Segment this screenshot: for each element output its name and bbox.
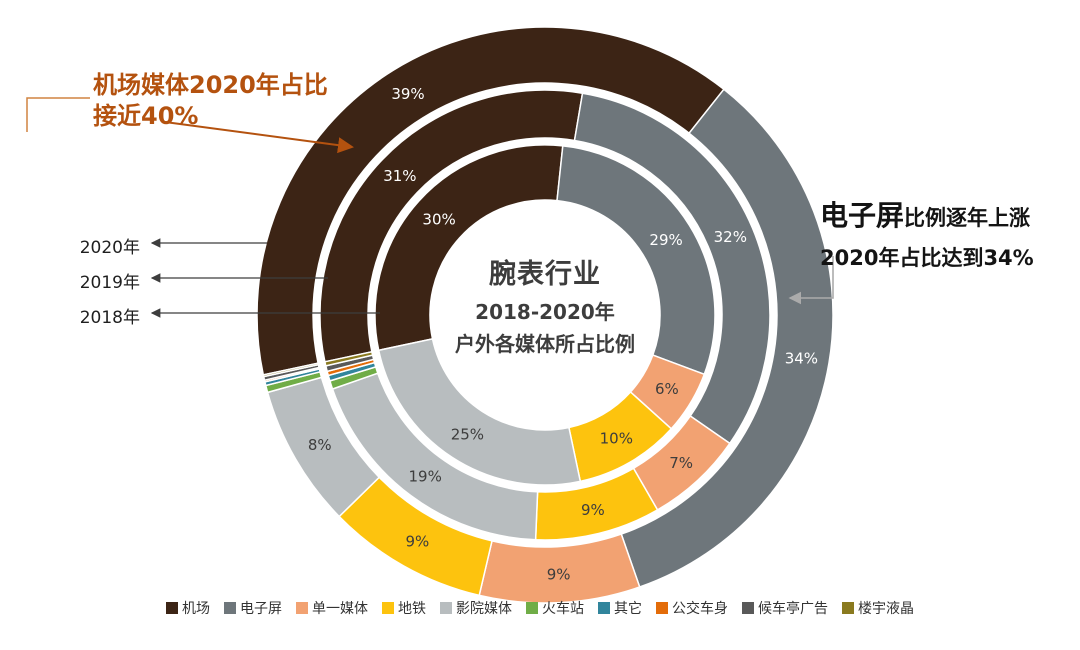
pct-label-2019年-影院媒体: 19%: [409, 467, 442, 485]
screen-annotation-line1-rest: 比例逐年上涨: [904, 206, 1031, 230]
pct-label-2018年-影院媒体: 25%: [451, 426, 484, 444]
screen-annotation-line1: 电子屏比例逐年上涨: [820, 194, 1070, 234]
legend-item-其它: 其它: [598, 598, 642, 618]
legend-swatch-icon: [526, 602, 538, 614]
year-label-2019: 2019年: [79, 273, 140, 293]
legend-swatch-icon: [842, 602, 854, 614]
legend-swatch-icon: [166, 602, 178, 614]
legend-swatch-icon: [656, 602, 668, 614]
pct-label-2018年-单一媒体: 6%: [655, 380, 679, 398]
segment-2018年-影院媒体: [377, 338, 582, 486]
chart-title: 腕表行业 2018-2020年 户外各媒体所占比例: [415, 252, 675, 357]
legend-label: 其它: [614, 601, 642, 617]
legend-item-电子屏: 电子屏: [224, 598, 282, 618]
screen-annotation-highlight: 电子屏: [820, 199, 905, 232]
pct-label-2020年-地铁: 9%: [406, 533, 430, 551]
legend-item-公交车身: 公交车身: [656, 598, 728, 618]
leader-lines: [26, 97, 834, 318]
legend-label: 楼宇液晶: [858, 601, 914, 617]
year-label-2020: 2020年: [79, 238, 140, 258]
legend-swatch-icon: [598, 602, 610, 614]
year-label-2018: 2018年: [79, 308, 140, 328]
pct-label-2020年-单一媒体: 9%: [547, 566, 571, 584]
percent-labels: 39% 34% 9% 9% 8% 31% 32% 7% 9% 19% 30% 29% 6% 10% 25%: [308, 85, 818, 584]
screen-callout-line: [788, 256, 834, 305]
chart-title-line2: 2018-2020年: [475, 300, 615, 324]
segment-2020年-机场: [256, 26, 725, 376]
legend-item-火车站: 火车站: [526, 598, 584, 618]
legend-swatch-icon: [296, 602, 308, 614]
legend-label: 地铁: [398, 601, 426, 617]
segment-2020年-楼宇液晶: [262, 362, 320, 378]
pct-label-2019年-单一媒体: 7%: [669, 454, 693, 472]
legend-swatch-icon: [382, 602, 394, 614]
legend-item-机场: 机场: [166, 598, 210, 618]
legend-label: 电子屏: [240, 601, 282, 617]
legend-label: 公交车身: [672, 601, 728, 617]
screen-annotation: 电子屏比例逐年上涨 2020年占比达到34%: [820, 194, 1070, 272]
legend-item-影院媒体: 影院媒体: [440, 598, 512, 618]
legend-swatch-icon: [742, 602, 754, 614]
pct-label-2019年-地铁: 9%: [581, 501, 605, 519]
donut-rings: [256, 26, 834, 604]
airport-annotation: 机场媒体2020年占比 接近40%: [93, 70, 403, 131]
legend-swatch-icon: [440, 602, 452, 614]
pct-label-2020年-影院媒体: 8%: [308, 436, 332, 454]
pct-label-2018年-电子屏: 29%: [649, 231, 682, 249]
pct-label-2019年-电子屏: 32%: [714, 228, 747, 246]
chart-title-line3: 户外各媒体所占比例: [455, 332, 635, 356]
legend-item-单一媒体: 单一媒体: [296, 598, 368, 618]
legend-label: 火车站: [542, 601, 584, 617]
legend-label: 单一媒体: [312, 601, 368, 617]
legend-label: 候车亭广告: [758, 601, 828, 617]
legend-item-楼宇液晶: 楼宇液晶: [842, 598, 914, 618]
chart-title-line1: 腕表行业: [489, 259, 601, 290]
legend: 机场 电子屏 单一媒体 地铁 影院媒体 火车站 其它 公交车身 候车亭广告 楼宇液晶: [0, 598, 1080, 618]
screen-annotation-line2: 2020年占比达到34%: [820, 246, 1034, 270]
legend-item-候车亭广告: 候车亭广告: [742, 598, 828, 618]
legend-swatch-icon: [224, 602, 236, 614]
segment-2019年-楼宇液晶: [324, 350, 374, 367]
airport-annotation-line2: 接近40%: [93, 101, 199, 130]
segment-2018年-电子屏: [556, 145, 716, 376]
segment-2018年-机场: [374, 144, 564, 352]
pct-label-2018年-机场: 30%: [422, 211, 455, 229]
airport-annotation-line1: 机场媒体2020年占比: [93, 71, 328, 99]
pct-label-2019年-机场: 31%: [383, 167, 416, 185]
legend-label: 机场: [182, 601, 210, 617]
legend-label: 影院媒体: [456, 601, 512, 617]
airport-callout-bracket: [26, 97, 90, 132]
pct-label-2020年-电子屏: 34%: [785, 349, 818, 367]
airport-callout-arrow: [164, 121, 354, 154]
pct-label-2018年-地铁: 10%: [600, 429, 633, 447]
pct-label-2020年-机场: 39%: [391, 85, 424, 103]
legend-item-地铁: 地铁: [382, 598, 426, 618]
